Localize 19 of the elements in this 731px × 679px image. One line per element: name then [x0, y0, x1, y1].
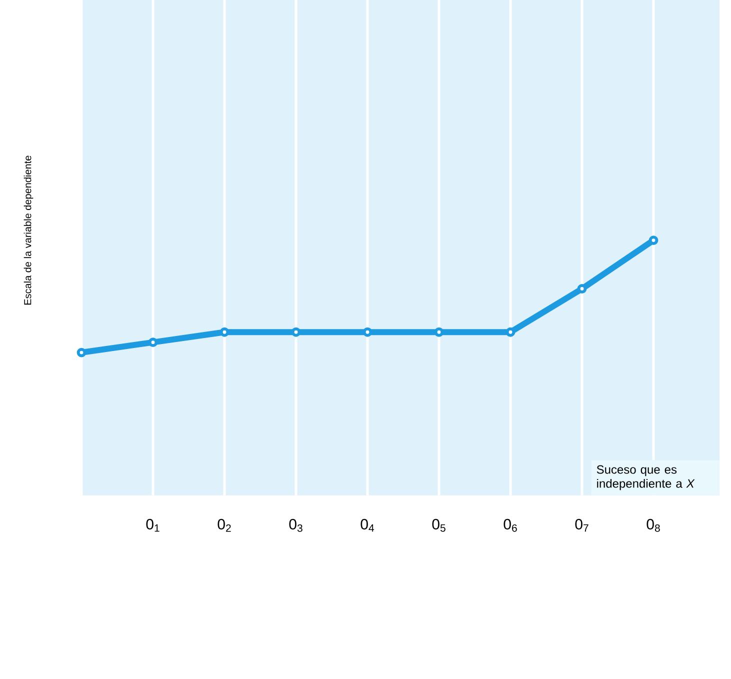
point — [434, 327, 444, 337]
x-tick-label: 0$_{3}$ — [289, 518, 302, 532]
point — [291, 327, 301, 337]
x-tick-label: 0$_{1}$ — [146, 518, 160, 532]
x-tick-label: 0$_{4}$ — [360, 518, 374, 532]
point — [648, 236, 658, 245]
point — [148, 338, 158, 348]
point — [362, 327, 372, 337]
point — [220, 327, 230, 337]
x-tick-label: 0$_{8}$ — [646, 518, 660, 532]
point — [76, 348, 86, 358]
y-axis-title: Escala de la variable dependiente — [24, 156, 34, 305]
point — [577, 284, 587, 294]
x-tick-label: 0$_{5}$ — [432, 518, 446, 532]
point — [506, 327, 516, 337]
x-tick-label: 0$_{7}$ — [575, 518, 588, 532]
annotation: Suceso que es independiente a X — [596, 465, 695, 490]
x-tick-label: 0$_{2}$ — [218, 518, 231, 532]
x-tick-label: 0$_{6}$ — [504, 518, 517, 532]
